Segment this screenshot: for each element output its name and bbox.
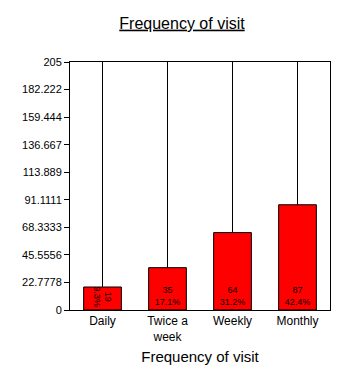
svg-text:Weekly: Weekly xyxy=(213,314,252,328)
svg-text:Frequency of visit: Frequency of visit xyxy=(119,15,245,32)
svg-text:Twice aweek: Twice aweek xyxy=(147,314,188,344)
svg-text:Monthly: Monthly xyxy=(276,314,318,328)
svg-text:136.667: 136.667 xyxy=(22,139,62,151)
svg-text:91.1111: 91.1111 xyxy=(24,194,61,206)
svg-text:182.222: 182.222 xyxy=(22,83,62,95)
svg-text:Frequency of visit: Frequency of visit xyxy=(141,348,259,365)
svg-text:113.889: 113.889 xyxy=(23,166,62,178)
svg-text:8742.4%: 8742.4% xyxy=(285,285,311,307)
svg-text:6431.2%: 6431.2% xyxy=(220,285,246,307)
svg-text:199.3%: 199.3% xyxy=(92,286,114,307)
svg-text:3517.1%: 3517.1% xyxy=(155,285,181,307)
svg-text:22.7778: 22.7778 xyxy=(22,276,62,288)
svg-text:205: 205 xyxy=(43,56,61,68)
svg-text:159.444: 159.444 xyxy=(22,111,62,123)
svg-text:0: 0 xyxy=(56,304,62,316)
svg-text:Daily: Daily xyxy=(89,314,116,328)
svg-text:68.3333: 68.3333 xyxy=(22,221,62,233)
svg-text:45.5556: 45.5556 xyxy=(22,249,62,261)
